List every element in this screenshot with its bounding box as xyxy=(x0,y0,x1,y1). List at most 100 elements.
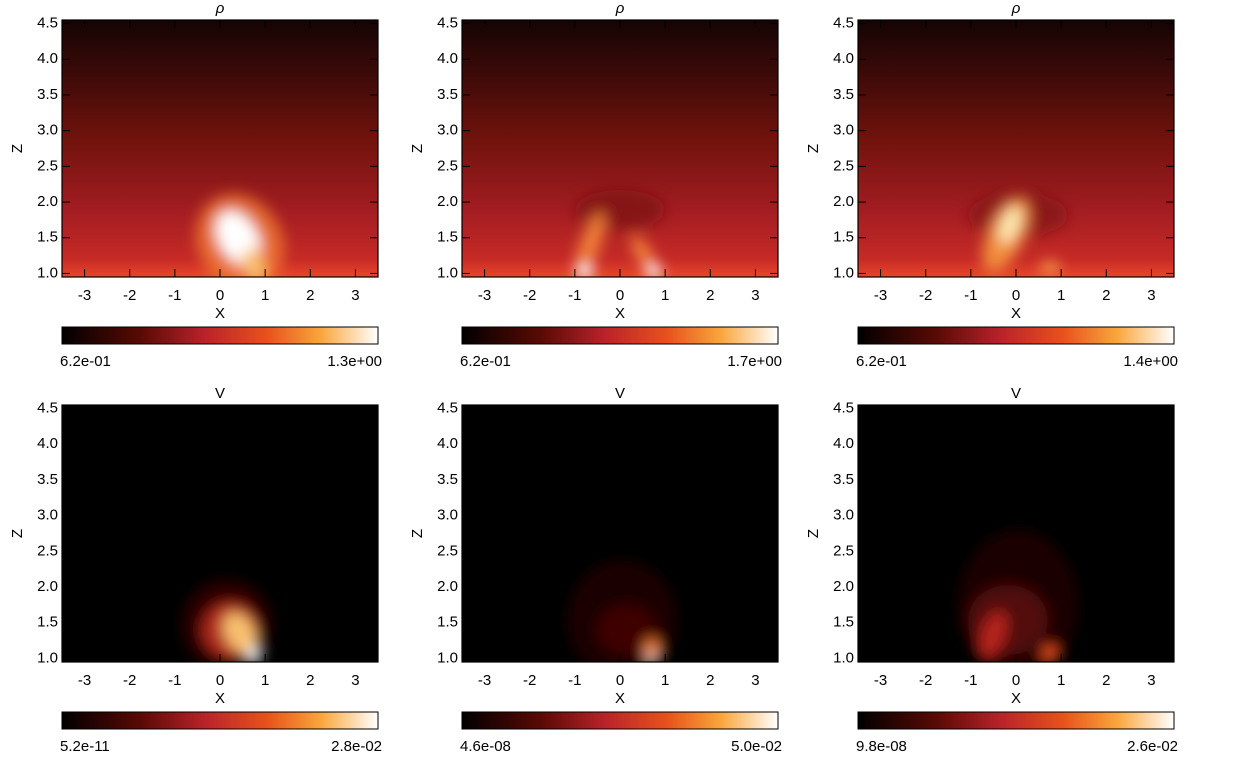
y-tick-label: 1.0 xyxy=(437,264,458,281)
x-axis-label: X xyxy=(615,690,625,707)
x-tick-label: 1 xyxy=(661,287,669,304)
x-axis-label: X xyxy=(215,690,225,707)
y-axis-label: Z xyxy=(409,144,426,153)
y-tick-label: 2.0 xyxy=(437,578,458,595)
heatmap xyxy=(62,405,378,662)
x-tick-label: 1 xyxy=(261,287,269,304)
y-tick-label: 1.5 xyxy=(437,229,458,246)
y-tick-label: 3.0 xyxy=(833,507,854,524)
x-tick-label: 2 xyxy=(306,287,314,304)
y-tick-label: 4.0 xyxy=(833,50,854,67)
y-tick-label: 1.0 xyxy=(37,264,58,281)
panel-title: ρ xyxy=(215,0,225,17)
y-tick-label: 4.5 xyxy=(37,400,58,417)
y-tick-label: 4.0 xyxy=(833,435,854,452)
y-tick-label: 1.0 xyxy=(833,264,854,281)
heatmap-feature xyxy=(648,653,656,661)
x-tick-label: 2 xyxy=(1102,287,1110,304)
panel: ρ -3 -2 -1 0 1 2 3 1.0 1.5 2.0 2.5 3.0 3.5 4.0 4.5 X Z 6.2… xyxy=(805,0,1178,370)
x-axis-label: X xyxy=(1011,305,1021,322)
heatmap-feature xyxy=(574,211,606,277)
y-tick-label: 2.5 xyxy=(437,157,458,174)
colorbar xyxy=(61,711,379,730)
y-tick-label: 2.5 xyxy=(833,542,854,559)
y-tick-label: 2.5 xyxy=(437,542,458,559)
y-tick-label: 3.5 xyxy=(833,471,854,488)
x-tick-label: 3 xyxy=(751,672,759,689)
colorbar-label: 4.6e-08 xyxy=(460,738,511,755)
x-tick-label: 0 xyxy=(216,287,224,304)
y-tick-label: 3.0 xyxy=(37,507,58,524)
heatmap-feature xyxy=(577,264,593,277)
y-tick-label: 2.5 xyxy=(833,157,854,174)
heatmap xyxy=(858,20,1174,277)
y-axis-label: Z xyxy=(805,144,822,153)
x-tick-label: -3 xyxy=(874,672,887,689)
x-axis-label: X xyxy=(215,305,225,322)
x-tick-label: 3 xyxy=(751,287,759,304)
colorbar-label: 5.2e-11 xyxy=(60,738,110,755)
panel: V -3 -2 -1 0 1 2 3 1.0 1.5 2.0 2.5 3.0 3.5 4.0 4.5 X Z 4.6… xyxy=(409,385,782,755)
x-tick-label: -2 xyxy=(523,287,536,304)
x-tick-label: 3 xyxy=(351,287,359,304)
heatmap-features xyxy=(182,580,272,662)
x-tick-label: -3 xyxy=(78,672,91,689)
panel: V -3 -2 -1 0 1 2 3 1.0 1.5 2.0 2.5 3.0 3.5 4.0 4.5 X Z 5.2… xyxy=(9,385,382,755)
colorbar xyxy=(857,711,1175,730)
y-tick-label: 4.5 xyxy=(833,400,854,417)
heatmap-feature xyxy=(644,638,660,662)
heatmap-feature xyxy=(222,612,258,654)
y-tick-label: 2.0 xyxy=(833,193,854,210)
heatmap-features xyxy=(968,193,1068,275)
x-tick-label: -2 xyxy=(919,287,932,304)
x-tick-label: -1 xyxy=(964,672,977,689)
colorbar xyxy=(61,326,379,345)
x-tick-label: -3 xyxy=(78,287,91,304)
heatmap xyxy=(62,20,378,277)
y-tick-label: 3.0 xyxy=(37,122,58,139)
x-tick-label: 0 xyxy=(1012,287,1020,304)
x-tick-label: 3 xyxy=(1147,672,1155,689)
y-tick-label: 2.0 xyxy=(37,578,58,595)
colorbar-label: 1.7e+00 xyxy=(727,353,782,370)
y-tick-label: 3.0 xyxy=(437,507,458,524)
colorbar xyxy=(857,326,1175,345)
colorbar-label: 1.3e+00 xyxy=(327,353,382,370)
y-axis-label: Z xyxy=(409,529,426,538)
y-tick-label: 2.0 xyxy=(37,193,58,210)
x-tick-label: 1 xyxy=(1057,672,1065,689)
heatmap-feature xyxy=(242,247,266,277)
heatmap-feature xyxy=(597,605,657,655)
y-tick-label: 4.0 xyxy=(37,50,58,67)
y-tick-label: 4.5 xyxy=(37,15,58,32)
y-tick-label: 2.0 xyxy=(833,578,854,595)
x-tick-label: 0 xyxy=(616,287,624,304)
y-tick-label: 4.0 xyxy=(37,435,58,452)
heatmap-features xyxy=(567,560,677,662)
y-tick-label: 4.0 xyxy=(437,435,458,452)
x-tick-label: 3 xyxy=(351,672,359,689)
colorbar xyxy=(461,711,779,730)
heatmap-feature xyxy=(998,205,1022,245)
y-tick-label: 3.5 xyxy=(37,86,58,103)
heatmap xyxy=(858,405,1174,662)
heatmap-features xyxy=(195,193,285,277)
y-tick-label: 4.5 xyxy=(833,15,854,32)
y-tick-label: 3.5 xyxy=(437,471,458,488)
x-tick-label: -2 xyxy=(523,672,536,689)
x-tick-label: 0 xyxy=(1012,672,1020,689)
y-tick-label: 1.5 xyxy=(37,614,58,631)
x-axis-label: X xyxy=(615,305,625,322)
x-tick-label: 2 xyxy=(706,672,714,689)
x-tick-label: 1 xyxy=(1057,287,1065,304)
x-tick-label: -3 xyxy=(478,287,491,304)
colorbar-label: 9.8e-08 xyxy=(856,738,907,755)
colorbar-label: 5.0e-02 xyxy=(731,738,782,755)
colorbar-label: 2.8e-02 xyxy=(331,738,382,755)
x-tick-label: 2 xyxy=(1102,672,1110,689)
panel-title: V xyxy=(1011,385,1021,402)
heatmap-features xyxy=(958,530,1078,662)
y-tick-label: 1.5 xyxy=(437,614,458,631)
heatmap xyxy=(462,20,778,277)
